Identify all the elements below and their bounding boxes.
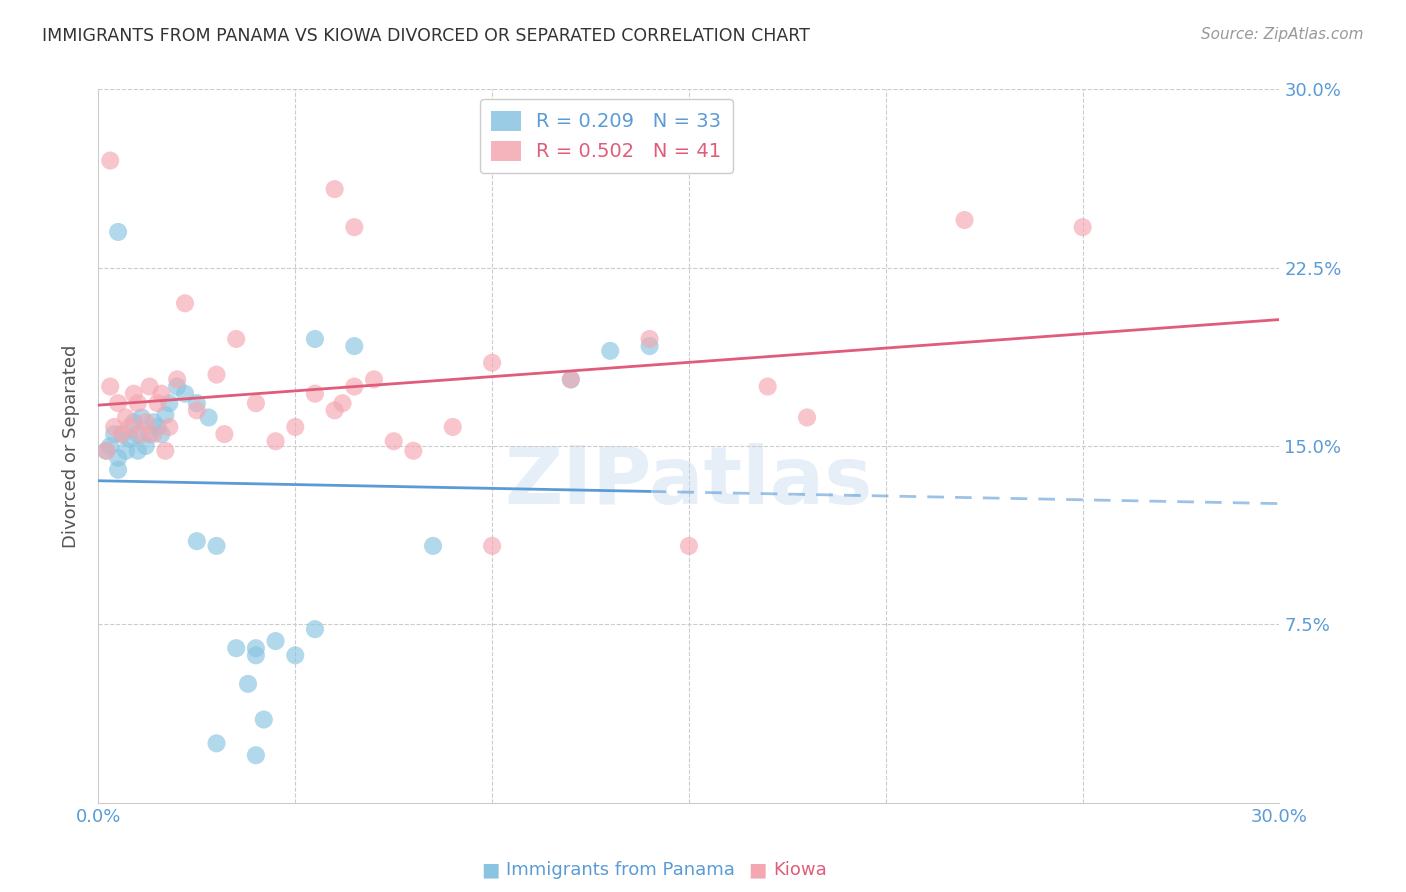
Point <box>103 427 125 442</box>
Point <box>343 379 366 393</box>
Point <box>678 539 700 553</box>
Point <box>796 410 818 425</box>
Point <box>131 410 153 425</box>
Point <box>402 443 425 458</box>
Point <box>174 386 197 401</box>
Point <box>323 182 346 196</box>
Point <box>284 648 307 663</box>
Point <box>138 379 160 393</box>
Point <box>98 379 121 393</box>
Point <box>115 443 138 458</box>
Point <box>142 427 165 442</box>
Point <box>118 432 141 446</box>
Point <box>111 427 134 442</box>
Text: Kiowa: Kiowa <box>773 861 827 879</box>
Text: IMMIGRANTS FROM PANAMA VS KIOWA DIVORCED OR SEPARATED CORRELATION CHART: IMMIGRANTS FROM PANAMA VS KIOWA DIVORCED… <box>42 27 810 45</box>
Point <box>304 622 326 636</box>
Point <box>953 213 976 227</box>
Point <box>332 396 354 410</box>
Point <box>107 463 129 477</box>
Point <box>225 641 247 656</box>
Point <box>146 396 169 410</box>
Point <box>98 439 121 453</box>
Point <box>205 368 228 382</box>
Point <box>638 339 661 353</box>
Point <box>264 434 287 449</box>
Point <box>155 408 177 422</box>
Legend: R = 0.209   N = 33, R = 0.502   N = 41: R = 0.209 N = 33, R = 0.502 N = 41 <box>479 99 733 173</box>
Point <box>205 736 228 750</box>
Point <box>107 450 129 465</box>
Point <box>111 427 134 442</box>
Point <box>115 410 138 425</box>
Point <box>122 415 145 429</box>
Point <box>135 439 157 453</box>
Point <box>166 379 188 393</box>
Point <box>236 677 259 691</box>
Point <box>264 634 287 648</box>
Text: ■: ■ <box>748 860 766 880</box>
Point <box>135 415 157 429</box>
Point <box>343 339 366 353</box>
Point <box>245 648 267 663</box>
Point <box>245 396 267 410</box>
Text: Source: ZipAtlas.com: Source: ZipAtlas.com <box>1201 27 1364 42</box>
Point <box>1071 220 1094 235</box>
Point <box>107 396 129 410</box>
Point <box>205 539 228 553</box>
Point <box>245 641 267 656</box>
Point <box>138 427 160 442</box>
Point <box>756 379 779 393</box>
Point <box>146 420 169 434</box>
Point <box>103 420 125 434</box>
Point <box>96 443 118 458</box>
Point <box>98 153 121 168</box>
Point <box>157 420 180 434</box>
Point <box>214 427 236 442</box>
Point <box>560 372 582 386</box>
Point <box>422 539 444 553</box>
Point <box>127 427 149 442</box>
Point <box>150 427 173 442</box>
Point <box>142 415 165 429</box>
Point <box>481 356 503 370</box>
Text: ■: ■ <box>481 860 499 880</box>
Point <box>382 434 405 449</box>
Y-axis label: Divorced or Separated: Divorced or Separated <box>62 344 80 548</box>
Point <box>96 443 118 458</box>
Point <box>166 372 188 386</box>
Point <box>186 396 208 410</box>
Text: ZIPatlas: ZIPatlas <box>505 442 873 521</box>
Point <box>186 403 208 417</box>
Point <box>197 410 219 425</box>
Point <box>107 225 129 239</box>
Point <box>245 748 267 763</box>
Text: Immigrants from Panama: Immigrants from Panama <box>506 861 735 879</box>
Point <box>122 386 145 401</box>
Point <box>118 420 141 434</box>
Point <box>253 713 276 727</box>
Point <box>304 386 326 401</box>
Point <box>481 539 503 553</box>
Point <box>363 372 385 386</box>
Point <box>323 403 346 417</box>
Point <box>186 534 208 549</box>
Point <box>225 332 247 346</box>
Point <box>127 443 149 458</box>
Point <box>155 443 177 458</box>
Point <box>284 420 307 434</box>
Point <box>638 332 661 346</box>
Point <box>127 396 149 410</box>
Point <box>441 420 464 434</box>
Point <box>304 332 326 346</box>
Point <box>157 396 180 410</box>
Point <box>560 372 582 386</box>
Point <box>150 386 173 401</box>
Point <box>599 343 621 358</box>
Point <box>131 427 153 442</box>
Point <box>343 220 366 235</box>
Point <box>174 296 197 310</box>
